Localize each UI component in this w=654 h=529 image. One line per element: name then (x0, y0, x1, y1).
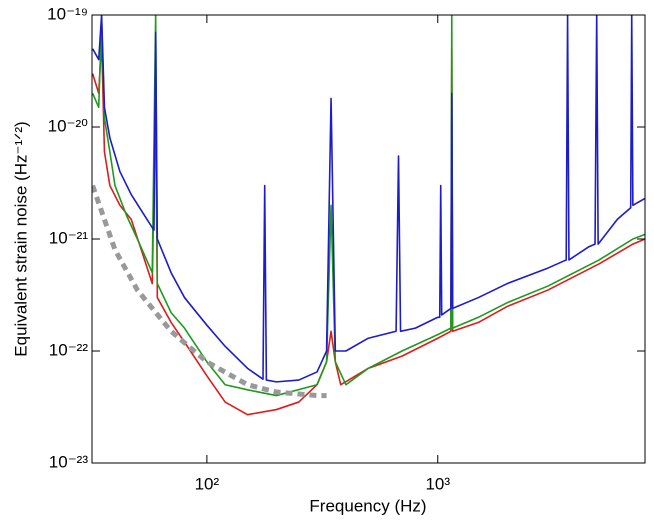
series-line (92, 184, 327, 399)
y-tick-label: 10⁻²² (49, 340, 89, 359)
x-tick-label: 10³ (425, 474, 450, 493)
y-tick-label: 10⁻¹⁹ (47, 4, 88, 23)
x-tick-label: 10² (195, 474, 220, 493)
series-line (92, 15, 645, 397)
y-axis-label: Equivalent strain noise (Hz⁻¹ᐟ²) (11, 121, 30, 356)
y-tick-label: 10⁻²¹ (49, 228, 89, 247)
plot-frame (91, 14, 646, 464)
y-tick-label: 10⁻²⁰ (48, 116, 89, 135)
series-line (92, 39, 645, 416)
y-tick-label: 10⁻²³ (49, 452, 89, 471)
series-line (92, 15, 645, 383)
x-axis-label: Frequency (Hz) (309, 496, 426, 515)
